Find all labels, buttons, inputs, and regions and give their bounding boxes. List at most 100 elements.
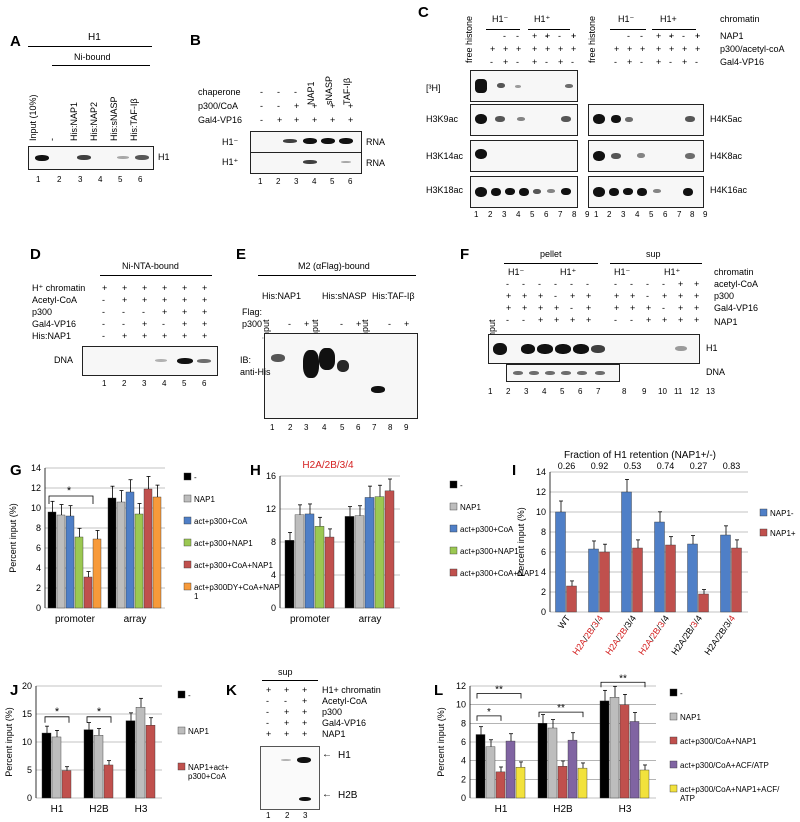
gel-band [319, 348, 335, 370]
group-label: His:sNASP [322, 291, 367, 301]
sign: - [570, 279, 573, 289]
legend-label: act+p300/CoA+ACF/ATP [680, 761, 769, 770]
panel-a-title: H1 [88, 32, 101, 43]
sign: + [302, 707, 308, 717]
lane-number: 2 [122, 379, 127, 388]
gel-f-h1 [488, 334, 700, 364]
sign: - [522, 279, 525, 289]
bar [354, 515, 365, 609]
gel-f-dna [506, 364, 620, 382]
x-tick-label-part: / [626, 617, 636, 625]
sign: + [516, 44, 522, 54]
sign: + [302, 729, 308, 739]
subgroup-label: H1⁻ [508, 267, 525, 277]
divider [610, 263, 702, 264]
chart-i: Fraction of H1 retention (NAP1+/-) 0 2 4 6 8 1… [516, 450, 796, 657]
sign: + [682, 57, 688, 67]
sign: + [284, 685, 290, 695]
sign: + [302, 696, 308, 706]
panel-k-title: sup [278, 667, 293, 677]
y-tick-label: 2 [461, 774, 466, 784]
lane-number: 6 [544, 210, 549, 219]
sign: + [627, 44, 633, 54]
gel-band [337, 360, 349, 372]
x-tick-label-part: 4 [594, 613, 605, 623]
significance-star: ** [557, 703, 565, 714]
sign: + [695, 31, 701, 41]
gel-band [685, 153, 695, 159]
gel-band [675, 346, 687, 351]
legend-swatch [669, 784, 678, 793]
x-tick-label-part: 4 [693, 613, 704, 623]
row-label: chaperone [198, 87, 241, 97]
divider [610, 29, 646, 30]
sign: + [294, 101, 300, 111]
sign: + [678, 315, 684, 325]
gel-band [505, 188, 515, 195]
significance-star: ** [495, 684, 503, 695]
sign: + [627, 57, 633, 67]
gel-band [475, 79, 487, 93]
fraction-label: 0.27 [690, 461, 708, 471]
bar [547, 727, 558, 799]
bar [41, 732, 52, 799]
gel-b1 [250, 131, 362, 153]
sign: + [640, 44, 646, 54]
legend-swatch [449, 568, 458, 577]
group-label: H1⁻ [492, 14, 509, 24]
fraction-label: 0.83 [723, 461, 741, 471]
significance-bracket [48, 495, 94, 504]
sign: + [330, 101, 336, 111]
y-tick-label: 6 [36, 543, 41, 553]
group-label: sup [646, 249, 661, 259]
sign: - [614, 279, 617, 289]
sign: + [586, 315, 592, 325]
gel-band [685, 116, 695, 122]
bar [284, 540, 295, 609]
gel-band [155, 359, 167, 362]
sign: - [682, 31, 685, 41]
legend-label-line: p300+CoA [188, 772, 227, 781]
legend-label: act+p300+CoA+NAP1 [194, 561, 273, 570]
x-tick-label-part: / [654, 623, 664, 631]
sign: - [260, 87, 263, 97]
sign: + [356, 319, 362, 329]
legend-label: NAP1 [460, 503, 481, 512]
sign: + [506, 291, 512, 301]
sign: - [516, 31, 519, 41]
legend-label: - [460, 481, 463, 490]
legend-label: - [188, 691, 191, 700]
bar [47, 511, 57, 609]
lane-number: 2 [57, 175, 62, 184]
sign: + [646, 303, 652, 313]
fraction-label: 0.92 [591, 461, 609, 471]
legend-label: act+p300DY+CoA+NAP 1 [194, 583, 280, 601]
sign: - [102, 331, 105, 341]
row-label: Gal4-VP16 [322, 718, 367, 728]
gel-e [264, 333, 418, 419]
sign: + [162, 331, 168, 341]
sign: + [682, 44, 688, 54]
significance-bracket [476, 693, 522, 699]
legend-swatch [183, 538, 192, 547]
bar [364, 497, 375, 609]
gel-band [497, 83, 505, 88]
sign: - [490, 57, 493, 67]
y-tick-label: 12 [456, 681, 466, 691]
y-tick-label: 10 [456, 700, 466, 710]
arrow-icon: ← [322, 789, 332, 800]
lane-number: 13 [706, 387, 715, 396]
x-tick-label-part: / [581, 634, 591, 642]
y-tick-label: 6 [461, 737, 466, 747]
row-label: acetyl-CoA [714, 279, 759, 289]
x-tick-label: H3 [135, 804, 148, 815]
sign: - [284, 696, 287, 706]
legend-label: NAP1+act+ p300+CoA [188, 763, 229, 781]
gel-band [339, 138, 353, 144]
lane-number: 1 [258, 177, 263, 186]
sign: - [260, 115, 263, 125]
lane-number: 3 [142, 379, 147, 388]
legend-label: act+p300+CoA+NAP1 [460, 569, 539, 578]
panel-label-i: I [512, 462, 517, 479]
bar [505, 740, 516, 799]
